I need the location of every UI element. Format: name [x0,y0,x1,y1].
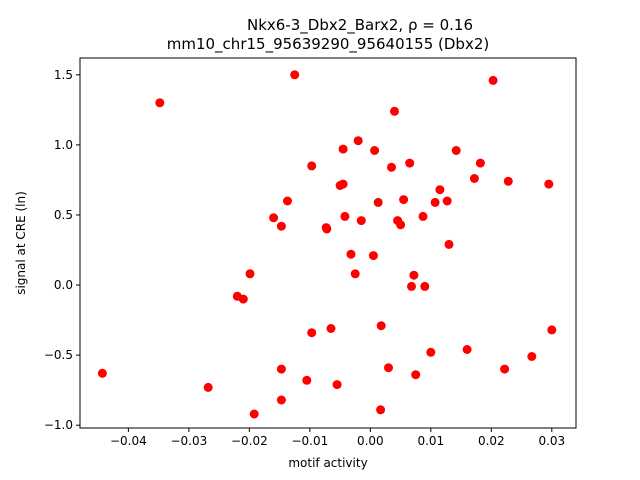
data-point-39 [405,158,415,168]
data-point-41 [409,270,419,280]
chart-title-line1: Nkx6-3_Dbx2_Barx2, ρ = 0.16 [247,16,473,35]
data-point-31 [376,405,386,415]
y-axis-label: signal at CRE (ln) [14,191,28,295]
data-point-19 [332,380,342,390]
data-point-22 [338,144,348,154]
data-point-57 [527,352,537,361]
x-tick-label: −0.03 [170,434,207,448]
x-tick-label: 0.00 [357,434,384,448]
data-points [97,70,557,419]
data-point-0 [97,368,107,378]
data-point-37 [396,220,406,230]
y-axis-ticks: −1.0 −0.5 0.0 0.5 1.0 1.5 [44,68,80,432]
data-point-6 [249,409,259,419]
y-tick-label: 0.5 [54,208,73,222]
data-point-8 [276,221,286,231]
data-point-14 [307,161,317,171]
data-point-10 [276,395,286,405]
x-tick-label: 0.01 [417,434,444,448]
x-tick-label: −0.02 [231,434,268,448]
data-point-38 [399,195,409,205]
data-point-4 [238,294,248,304]
data-point-24 [346,249,356,259]
x-axis-ticks: −0.04 −0.03 −0.02 −0.01 0.00 0.01 0.02 0.03 [110,428,565,448]
data-point-44 [420,281,430,291]
plot-frame [79,57,577,429]
data-point-49 [444,239,454,249]
data-point-35 [390,106,399,116]
data-point-23 [340,211,350,221]
y-tick-label: 1.0 [54,138,73,152]
data-point-48 [442,196,452,206]
data-point-2 [203,382,213,392]
y-tick-label: −1.0 [44,418,73,432]
chart-title-line2: mm10_chr15_95639290_95640155 (Dbx2) [167,35,489,54]
data-point-28 [368,251,378,261]
data-point-29 [370,146,380,155]
data-point-56 [503,176,513,186]
data-point-33 [384,363,393,373]
x-tick-label: −0.01 [291,434,328,448]
data-point-55 [500,364,510,374]
data-point-54 [488,75,498,85]
data-point-52 [469,174,479,183]
x-tick-label: 0.03 [538,434,565,448]
data-point-12 [290,70,300,80]
data-point-53 [475,158,485,168]
data-point-42 [411,370,421,380]
data-point-17 [322,224,332,234]
data-point-21 [338,179,348,189]
data-point-27 [356,216,366,226]
data-point-34 [387,162,396,172]
data-point-5 [245,269,255,279]
data-point-9 [276,364,286,374]
y-tick-label: 1.5 [54,68,73,82]
data-point-26 [353,136,363,146]
data-point-11 [283,196,292,206]
y-tick-label: −0.5 [44,348,73,362]
x-tick-label: 0.02 [478,434,505,448]
data-point-58 [544,179,554,189]
data-point-7 [269,213,279,223]
data-point-13 [302,375,312,385]
data-point-25 [350,269,360,279]
data-point-30 [373,197,383,207]
data-point-18 [326,324,336,333]
data-point-59 [547,325,557,335]
data-point-40 [407,281,416,291]
x-axis-label: motif activity [288,456,367,470]
data-point-46 [430,197,440,207]
x-tick-label: −0.04 [110,434,147,448]
data-point-50 [451,146,461,155]
data-point-1 [155,98,165,108]
data-point-47 [435,185,445,195]
data-point-43 [418,211,428,221]
data-point-45 [426,347,436,357]
data-point-15 [307,328,317,338]
data-point-51 [462,345,472,354]
data-point-32 [376,321,386,331]
y-tick-label: 0.0 [54,278,73,292]
